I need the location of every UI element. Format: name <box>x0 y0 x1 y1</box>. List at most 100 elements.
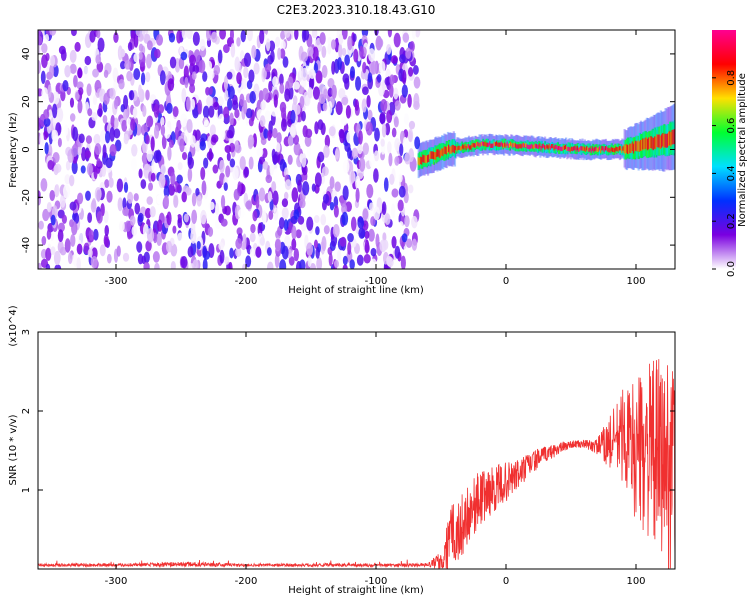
heatmap-cell <box>69 97 75 108</box>
heatmap-cell <box>411 30 416 40</box>
heatmap-cell <box>591 146 595 151</box>
heatmap-cell <box>206 60 213 71</box>
heatmap-cell <box>282 56 289 68</box>
heatmap-cell <box>265 174 273 184</box>
heatmap-cell <box>113 117 119 129</box>
heatmap-cell <box>187 167 193 183</box>
heatmap-cell <box>283 191 289 201</box>
heatmap-cell <box>283 219 289 231</box>
heatmap-cell <box>44 33 50 43</box>
x-tick-label: -100 <box>365 576 388 587</box>
heatmap-cell <box>156 194 163 205</box>
heatmap-cell <box>272 127 278 139</box>
heatmap-cell <box>469 145 472 150</box>
heatmap-cell <box>479 142 482 147</box>
y-tick-label: -20 <box>21 189 32 205</box>
heatmap-cell <box>207 70 215 80</box>
colorbar-tick-label: 0.8 <box>726 70 737 86</box>
snr-plot-area <box>38 359 675 569</box>
heatmap-cell <box>402 136 408 149</box>
heatmap-cell <box>524 143 527 149</box>
heatmap-cell <box>673 129 675 145</box>
heatmap-cell <box>511 143 514 148</box>
heatmap-cell <box>192 31 200 46</box>
heatmap-cell <box>88 229 94 241</box>
heatmap-cell <box>386 110 393 124</box>
heatmap-cell <box>208 201 215 211</box>
heatmap-cell <box>181 151 188 161</box>
heatmap-cell <box>255 246 262 258</box>
heatmap-cell <box>566 146 569 151</box>
colorbar-axes: 0.0 0.2 0.4 0.6 0.8 <box>712 70 737 277</box>
heatmap-cell <box>340 116 347 125</box>
heatmap-cell <box>149 206 156 218</box>
heatmap-cell <box>284 30 291 38</box>
heatmap-cell <box>341 203 348 215</box>
heatmap-cell <box>458 145 461 150</box>
heatmap-cell <box>78 133 85 144</box>
heatmap-cell <box>398 185 406 198</box>
heatmap-cell <box>245 108 253 119</box>
heatmap-cell <box>320 214 327 226</box>
heatmap-cell <box>374 30 379 37</box>
heatmap-cell <box>331 84 337 99</box>
heatmap-cell <box>347 233 354 243</box>
heatmap-cell <box>389 84 394 98</box>
heatmap-cell <box>234 56 240 72</box>
heatmap-cell <box>224 145 232 154</box>
heatmap-cell <box>48 109 53 120</box>
heatmap-cell <box>637 140 640 151</box>
heatmap-cell <box>644 137 647 150</box>
heatmap-cell <box>553 146 556 151</box>
heatmap-cell <box>293 209 300 220</box>
heatmap-cell <box>38 35 43 46</box>
heatmap-cell <box>71 160 78 175</box>
heatmap-cell <box>45 247 52 261</box>
heatmap-cell <box>276 132 282 144</box>
heatmap-cell <box>363 253 371 264</box>
heatmap-cell <box>146 53 152 69</box>
heatmap-cell <box>583 146 586 151</box>
heatmap-cell <box>177 217 183 229</box>
heatmap-cell <box>73 74 78 88</box>
heatmap-cell <box>383 177 389 192</box>
heatmap-cell <box>311 183 316 192</box>
heatmap-cell <box>345 105 351 119</box>
heatmap-cell <box>387 30 392 38</box>
x-tick-label: -200 <box>235 276 258 287</box>
heatmap-cell <box>252 210 258 222</box>
heatmap-cell <box>199 39 206 51</box>
heatmap-cell <box>93 133 101 145</box>
heatmap-cell <box>302 125 308 138</box>
heatmap-cell <box>105 157 113 169</box>
heatmap-cell <box>108 177 114 188</box>
heatmap-cell <box>540 140 543 151</box>
heatmap-cell <box>327 100 333 115</box>
heatmap-cell <box>490 143 493 148</box>
heatmap-cell <box>225 165 231 178</box>
heatmap-cell <box>351 147 359 159</box>
heatmap-cell <box>399 143 404 157</box>
heatmap-cell <box>608 147 611 153</box>
heatmap-cell <box>103 69 109 78</box>
heatmap-cell <box>398 173 403 183</box>
heatmap-cell <box>130 118 136 131</box>
y-tick-label: 1 <box>21 487 32 493</box>
heatmap-cell <box>42 130 48 141</box>
heatmap-cell <box>301 153 307 168</box>
heatmap-cell <box>38 59 41 75</box>
heatmap-cell <box>234 144 242 154</box>
heatmap-cell <box>519 143 522 149</box>
heatmap-cell <box>170 260 176 269</box>
heatmap-cell <box>260 100 266 111</box>
heatmap-cell <box>307 87 313 99</box>
heatmap-cell <box>189 54 196 67</box>
heatmap-cell <box>641 139 644 151</box>
heatmap-cell <box>342 264 348 269</box>
heatmap-cell <box>146 40 153 51</box>
heatmap-cell <box>76 81 84 90</box>
heatmap-cell <box>84 150 92 159</box>
heatmap-cell <box>501 143 505 148</box>
heatmap-cell <box>41 43 48 54</box>
heatmap-cell <box>273 207 279 221</box>
